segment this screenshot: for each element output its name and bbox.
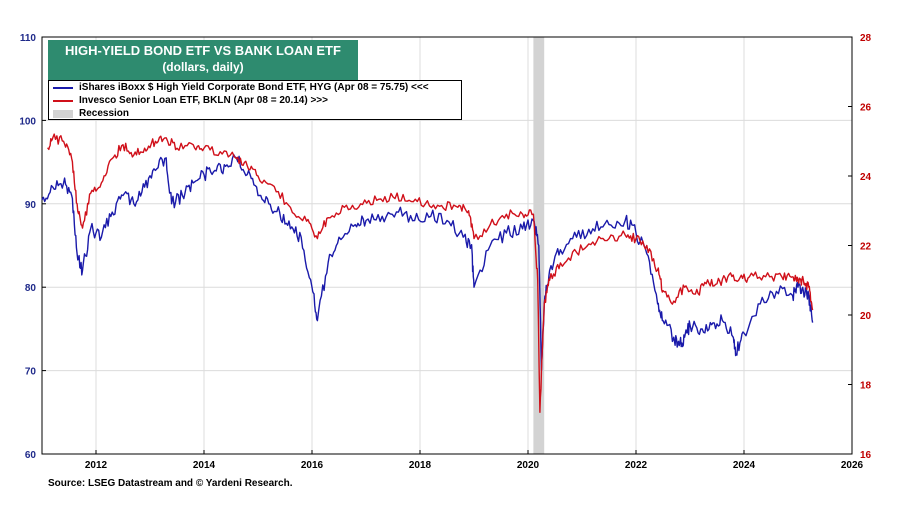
x-tick-label: 2022 — [625, 460, 648, 471]
legend-label-bkln: Invesco Senior Loan ETF, BKLN (Apr 08 = … — [79, 95, 328, 106]
x-tick-label: 2012 — [85, 460, 108, 471]
legend-label-recession: Recession — [79, 108, 130, 119]
y-left-tick-label: 70 — [25, 367, 37, 378]
y-left-tick-label: 60 — [25, 450, 37, 461]
x-tick-label: 2026 — [841, 460, 864, 471]
legend-item-bkln: Invesco Senior Loan ETF, BKLN (Apr 08 = … — [49, 94, 461, 107]
y-right-tick-label: 22 — [860, 242, 872, 253]
y-right-tick-label: 16 — [860, 450, 872, 461]
legend-label-hyg: iShares iBoxx $ High Yield Corporate Bon… — [79, 82, 429, 93]
x-tick-label: 2014 — [193, 460, 216, 471]
y-right-tick-label: 26 — [860, 103, 872, 114]
chart-title-box: HIGH-YIELD BOND ETF VS BANK LOAN ETF (do… — [48, 40, 358, 80]
x-tick-label: 2024 — [733, 460, 756, 471]
y-left-tick-label: 100 — [19, 116, 36, 127]
series-line-hyg — [41, 153, 814, 372]
chart-subtitle: (dollars, daily) — [162, 60, 244, 74]
legend: iShares iBoxx $ High Yield Corporate Bon… — [48, 80, 462, 120]
series-line-bkln — [47, 133, 814, 413]
legend-swatch-hyg — [53, 86, 73, 89]
x-tick-label: 2018 — [409, 460, 432, 471]
source-note: Source: LSEG Datastream and © Yardeni Re… — [48, 478, 293, 489]
y-left-tick-label: 80 — [25, 283, 37, 294]
y-right-tick-label: 24 — [860, 172, 872, 183]
y-left-tick-label: 90 — [25, 200, 37, 211]
legend-item-hyg: iShares iBoxx $ High Yield Corporate Bon… — [49, 81, 461, 94]
legend-item-recession: Recession — [49, 107, 461, 120]
x-tick-label: 2020 — [517, 460, 540, 471]
x-tick-label: 2016 — [301, 460, 324, 471]
y-right-tick-label: 28 — [860, 33, 872, 44]
chart-title: HIGH-YIELD BOND ETF VS BANK LOAN ETF — [65, 43, 341, 58]
y-right-tick-label: 20 — [860, 311, 872, 322]
y-left-tick-label: 110 — [20, 33, 37, 44]
legend-swatch-recession — [53, 109, 73, 118]
y-right-tick-label: 18 — [860, 381, 872, 392]
legend-swatch-bkln — [53, 99, 73, 102]
